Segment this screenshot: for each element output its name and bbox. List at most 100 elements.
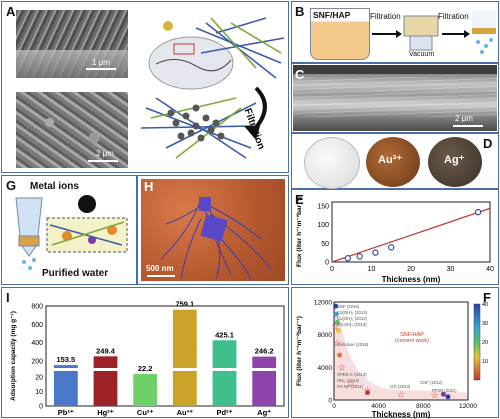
colorbar [473, 303, 481, 381]
panel-label-b: B [295, 4, 305, 19]
panel-d: D Au³⁺ Ag⁺ [291, 133, 499, 189]
axis-break-gap [171, 368, 198, 371]
star-marker: ☆ [333, 338, 341, 348]
scale-bar [88, 160, 118, 162]
x-tick-label: 0 [332, 403, 336, 410]
purified-water-caption: Purified water [42, 268, 109, 279]
colorbar-tick-label: 30 [482, 321, 488, 327]
scale-bar [453, 125, 483, 127]
y-tick-label: 400 [31, 340, 43, 347]
axis-break-gap [52, 368, 79, 371]
scale-bar [86, 68, 116, 70]
beaker-label: SNF/HAP [313, 10, 351, 20]
y-tick-label: 200 [31, 358, 43, 365]
annotation-label: SNF/HAP [400, 332, 424, 338]
star-marker: ☆ [347, 379, 355, 389]
y-tick-label: 10 [35, 389, 43, 396]
panel-label-c: C [295, 67, 305, 82]
bar-value-label: 425.1 [215, 330, 234, 339]
plot-frame [45, 305, 285, 407]
panel-label-d: D [483, 136, 493, 151]
axis-break-gap [211, 368, 238, 371]
filtration-label-1: Filtration [370, 12, 401, 21]
sem-image-top: 1 μm [16, 10, 128, 78]
data-point [388, 244, 395, 251]
reference-label: CNF (2012) [420, 380, 443, 385]
bar-value-label: 759.1 [175, 300, 194, 309]
reference-label: Cu(OH)₂ (2013) [337, 316, 368, 321]
ion-label-ag: Ag⁺ [444, 154, 465, 166]
x-tick-label: 0 [330, 266, 334, 273]
star-marker: ☆ [363, 385, 371, 395]
scale-label: 2 μm [455, 114, 473, 123]
panel-a: A 1 μm 2 μm Fi [1, 1, 289, 173]
x-tick-label: Au³⁺ [177, 408, 193, 417]
axis-break-gap [251, 368, 278, 371]
data-point [474, 208, 482, 216]
data-point [344, 255, 352, 262]
highlight-region [334, 302, 468, 400]
star-marker: ☆ [331, 322, 339, 332]
x-tick-label: Ag⁺ [257, 408, 271, 417]
data-point [337, 352, 343, 358]
x-tick-label: 20 [407, 266, 415, 273]
bar [53, 365, 78, 406]
x-tick-label: Hg²⁺ [97, 408, 113, 417]
star-marker: ☆ [397, 389, 405, 399]
bar [133, 374, 158, 406]
bar [212, 340, 237, 406]
y-tick-label: 20 [35, 375, 43, 382]
membrane-photo-silver: Ag⁺ [428, 137, 482, 187]
panel-label-a: A [6, 4, 16, 19]
afm-image: H 500 nm [141, 179, 285, 281]
x-tick-label: Cu²⁺ [137, 408, 153, 417]
afm-fibers [160, 197, 272, 280]
data-point [333, 311, 339, 317]
x-tick-label: 30 [447, 266, 455, 273]
y-tick-label: 4000 [318, 365, 333, 372]
bar-value-label: 153.5 [56, 355, 75, 364]
bar [93, 356, 118, 406]
reference-label: GO (2013) [390, 384, 411, 389]
y-tick-label: 12000 [314, 300, 332, 307]
plot-frame [331, 201, 491, 263]
panel-e: E 0 10 20 30 40 0 50 100 150 Thickness (nm) Flux (… [291, 189, 499, 285]
panel-label-i: I [6, 290, 10, 305]
scale-label: 2 μm [96, 149, 114, 158]
reference-label: PS NP (2011) [337, 384, 364, 389]
filter-schematic [15, 195, 128, 270]
vacuum-label: Vacuum [409, 51, 435, 58]
scale-bar [147, 275, 175, 277]
flux-thickness-chart: 0 10 20 30 40 0 50 100 150 Thickness (nm) Flux (li… [296, 197, 494, 284]
reference-label: WS₂ (2014) [337, 378, 360, 383]
y-tick-label: 0 [39, 404, 43, 411]
sem-cross-section: 2 μm [293, 65, 497, 131]
x-tick-label: 12000 [459, 403, 477, 410]
panel-label-f: F [483, 290, 491, 305]
x-tick-label: 40 [486, 266, 494, 273]
metal-ions-title: Metal ions [30, 181, 79, 192]
panel-f: F 0 4000 8000 12000 0 4000 8000 12000 ☆ ☆ ☆ ☆ ☆ ☆ ☆ SNF… [291, 287, 499, 419]
panel-b: B SNF/HAP Filtration Filtration Vacuum [291, 1, 499, 63]
data-point [334, 319, 340, 325]
data-point [333, 303, 339, 309]
adsorption-bar-chart: 0 10 20 200 400 600 800 153.5 Pb²⁺ 249.4 Hg²⁺ 22.2 C… [10, 300, 285, 417]
colorbar-tick-label: 10 [482, 359, 488, 365]
panel-i: I 0 10 20 200 400 600 800 153.5 Pb²⁺ 249.4 Hg²⁺ 22.… [1, 287, 289, 418]
bar-value-label: 249.4 [96, 346, 116, 355]
bar-value-label: 22.2 [138, 364, 153, 373]
ion-label-au: Au³⁺ [378, 154, 403, 166]
annotation-label: (current work) [395, 338, 429, 344]
scale-label: 500 nm [146, 264, 174, 273]
nanofiber-schematic [140, 17, 285, 159]
reference-label: SNF (2016) [337, 304, 360, 309]
y-tick-label: 150 [317, 203, 329, 210]
star-marker: ☆ [338, 362, 346, 372]
sem-image-bottom: 2 μm [16, 92, 128, 168]
bar [172, 309, 197, 406]
filtration-label-2: Filtration [438, 12, 469, 21]
scale-label: 1 μm [92, 58, 110, 67]
plot-frame [333, 301, 469, 401]
data-point [440, 391, 446, 397]
